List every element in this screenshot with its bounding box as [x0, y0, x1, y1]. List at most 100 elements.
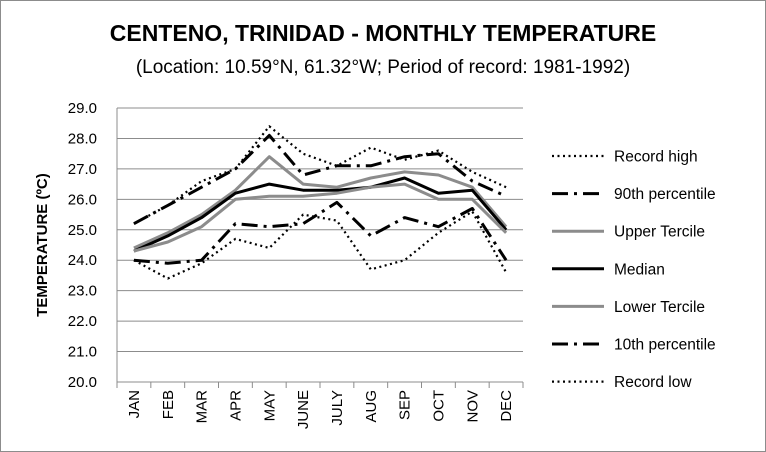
data-point: [336, 220, 337, 221]
data-point: [505, 272, 506, 273]
data-point: [505, 229, 506, 230]
data-point: [404, 171, 405, 172]
data-point: [438, 199, 439, 200]
data-point: [404, 184, 405, 185]
data-point: [269, 226, 270, 227]
data-point: [302, 214, 303, 215]
data-point: [201, 260, 202, 261]
y-tick-label: 27.0: [68, 161, 97, 178]
x-tick-label: AUG: [363, 390, 380, 423]
data-point: [370, 187, 371, 188]
data-point: [472, 171, 473, 172]
data-point: [167, 241, 168, 242]
y-axis-ticks: 20.0 21.0 22.0 23.0 24.0 25.0 26.0 27.0 28.0 29.0: [68, 100, 97, 391]
data-point: [472, 190, 473, 191]
data-point: [472, 187, 473, 188]
data-point: [336, 187, 337, 188]
legend-label: 10th percentile: [614, 337, 716, 354]
data-point: [472, 199, 473, 200]
y-axis-label: TEMPERATURE (ºC): [34, 173, 51, 317]
data-point: [302, 153, 303, 154]
data-point: [438, 226, 439, 227]
data-point: [269, 184, 270, 185]
data-point: [167, 263, 168, 264]
x-tick-label: DEC: [498, 390, 515, 422]
y-tick-label: 22.0: [68, 313, 97, 330]
data-point: [201, 226, 202, 227]
legend-label: 90th percentile: [614, 186, 716, 203]
data-point: [404, 260, 405, 261]
data-point: [133, 223, 134, 224]
data-point: [404, 159, 405, 160]
data-point: [133, 250, 134, 251]
data-point: [302, 190, 303, 191]
gridlines: [116, 107, 524, 388]
data-point: [302, 223, 303, 224]
data-point: [167, 278, 168, 279]
chart-title: CENTENO, TRINIDAD - MONTHLY TEMPERATURE: [109, 20, 657, 46]
data-point: [505, 196, 506, 197]
data-point: [336, 193, 337, 194]
data-point: [472, 208, 473, 209]
data-point: [133, 247, 134, 248]
series-line: [133, 176, 508, 253]
data-point: [505, 232, 506, 233]
data-point: [201, 180, 202, 181]
data-point: [336, 190, 337, 191]
x-tick-label: JAN: [126, 390, 143, 418]
legend-label: Median: [614, 261, 665, 278]
data-point: [438, 150, 439, 151]
y-tick-label: 21.0: [68, 344, 97, 361]
data-point: [472, 180, 473, 181]
data-point: [404, 156, 405, 157]
y-tick-label: 28.0: [68, 130, 97, 147]
data-point: [235, 168, 236, 169]
x-tick-label: MAR: [194, 390, 211, 424]
data-point: [404, 217, 405, 218]
data-point: [167, 205, 168, 206]
x-axis-ticks: JAN FEB MAR APR MAY JUNE JULY AUG SEP OCT NOV DEC: [126, 390, 515, 429]
series-line: [133, 200, 508, 265]
data-point: [235, 199, 236, 200]
legend-label: Upper Tercile: [614, 224, 705, 241]
x-tick-label: SEP: [397, 390, 414, 420]
y-tick-label: 24.0: [68, 252, 97, 269]
data-point: [302, 196, 303, 197]
data-point: [201, 187, 202, 188]
data-point: [269, 156, 270, 157]
y-tick-label: 26.0: [68, 191, 97, 208]
legend-label: Record high: [614, 149, 698, 166]
data-point: [438, 232, 439, 233]
data-point: [235, 238, 236, 239]
series-line: [133, 133, 507, 226]
x-tick-label: NOV: [464, 390, 481, 423]
data-point: [269, 247, 270, 248]
data-point: [505, 260, 506, 261]
series-line: [133, 125, 507, 225]
data-point: [370, 235, 371, 236]
series-lines: [133, 125, 508, 280]
data-point: [201, 263, 202, 264]
x-tick-label: FEB: [160, 390, 177, 419]
y-tick-label: 23.0: [68, 283, 97, 300]
data-point: [370, 165, 371, 166]
data-point: [269, 126, 270, 127]
legend: Record high 90th percentile Upper Tercile M…: [552, 149, 716, 391]
x-tick-label: OCT: [430, 390, 447, 422]
data-point: [370, 269, 371, 270]
chart-subtitle: (Location: 10.59°N, 61.32°W; Period of r…: [135, 57, 631, 78]
legend-label: Record low: [614, 374, 692, 391]
data-point: [438, 153, 439, 154]
legend-label: Lower Tercile: [614, 299, 705, 316]
y-tick-label: 25.0: [68, 222, 97, 239]
data-point: [336, 202, 337, 203]
data-point: [370, 147, 371, 148]
data-point: [235, 193, 236, 194]
data-point: [201, 214, 202, 215]
y-tick-label: 20.0: [68, 374, 97, 391]
data-point: [302, 174, 303, 175]
data-point: [370, 177, 371, 178]
series-line: [133, 155, 508, 250]
